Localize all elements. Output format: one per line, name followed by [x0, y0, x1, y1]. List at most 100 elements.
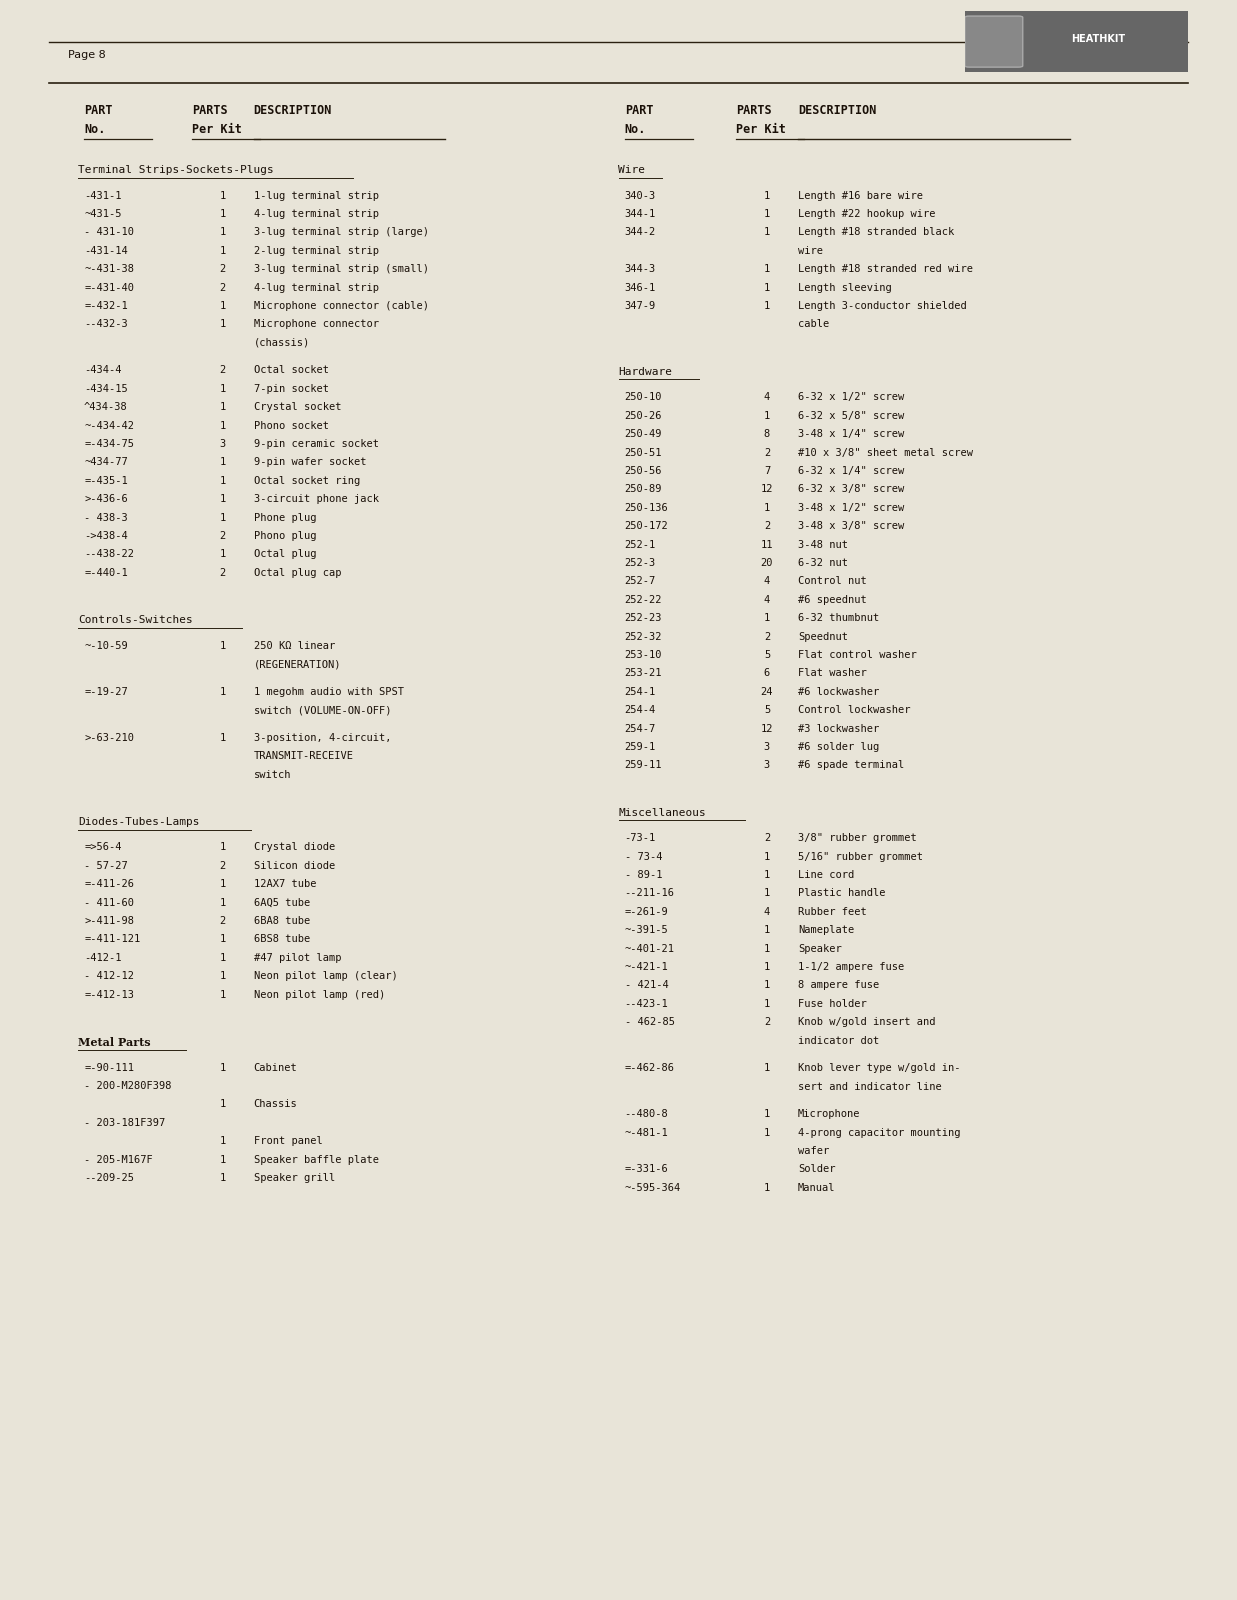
Text: - 411-60: - 411-60: [84, 898, 134, 907]
Text: (REGENERATION): (REGENERATION): [254, 659, 341, 669]
Text: ~-401-21: ~-401-21: [625, 944, 674, 954]
Text: wire: wire: [798, 246, 823, 256]
Text: Length #18 stranded black: Length #18 stranded black: [798, 227, 954, 237]
Text: 2: 2: [219, 283, 226, 293]
Text: 1: 1: [219, 733, 226, 742]
Text: TRANSMIT-RECEIVE: TRANSMIT-RECEIVE: [254, 750, 354, 762]
Text: =-19-27: =-19-27: [84, 686, 127, 696]
Text: 347-9: 347-9: [625, 301, 656, 310]
Text: 6AQ5 tube: 6AQ5 tube: [254, 898, 309, 907]
Text: - 73-4: - 73-4: [625, 851, 662, 862]
Text: 1: 1: [219, 686, 226, 696]
Text: Per Kit: Per Kit: [736, 123, 785, 136]
Text: 1: 1: [219, 512, 226, 523]
Text: 4-lug terminal strip: 4-lug terminal strip: [254, 283, 379, 293]
Text: Length #18 stranded red wire: Length #18 stranded red wire: [798, 264, 972, 274]
Text: =-431-40: =-431-40: [84, 283, 134, 293]
Text: Controls-Switches: Controls-Switches: [78, 614, 193, 626]
Text: 1: 1: [763, 1109, 771, 1120]
Text: 344-3: 344-3: [625, 264, 656, 274]
Text: 20: 20: [761, 558, 773, 568]
Text: Neon pilot lamp (red): Neon pilot lamp (red): [254, 990, 385, 1000]
Text: 3: 3: [763, 742, 771, 752]
Text: Phone plug: Phone plug: [254, 512, 317, 523]
Text: 252-22: 252-22: [625, 595, 662, 605]
Text: 252-7: 252-7: [625, 576, 656, 586]
Text: 250-10: 250-10: [625, 392, 662, 402]
Text: - 412-12: - 412-12: [84, 971, 134, 981]
Text: Speaker: Speaker: [798, 944, 841, 954]
Text: 252-32: 252-32: [625, 632, 662, 642]
Text: 1: 1: [219, 971, 226, 981]
Text: PARTS: PARTS: [192, 104, 228, 117]
Text: 1: 1: [219, 1173, 226, 1182]
Text: Plastic handle: Plastic handle: [798, 888, 886, 899]
Text: Octal plug cap: Octal plug cap: [254, 568, 341, 578]
Text: =-261-9: =-261-9: [625, 907, 668, 917]
Text: 1: 1: [763, 502, 771, 512]
Text: switch (VOLUME-ON-OFF): switch (VOLUME-ON-OFF): [254, 706, 391, 715]
Text: 1: 1: [219, 475, 226, 486]
Text: 250-56: 250-56: [625, 466, 662, 475]
Text: 2: 2: [763, 522, 771, 531]
Text: 9-pin wafer socket: 9-pin wafer socket: [254, 458, 366, 467]
Text: 1: 1: [763, 283, 771, 293]
Text: 3-position, 4-circuit,: 3-position, 4-circuit,: [254, 733, 391, 742]
Text: 2: 2: [219, 917, 226, 926]
Text: 253-21: 253-21: [625, 669, 662, 678]
Text: 12: 12: [761, 485, 773, 494]
Text: Manual: Manual: [798, 1182, 835, 1194]
FancyBboxPatch shape: [954, 8, 1199, 75]
Text: 1: 1: [763, 944, 771, 954]
Text: 6BS8 tube: 6BS8 tube: [254, 934, 309, 944]
Text: Microphone connector: Microphone connector: [254, 320, 379, 330]
Text: 4: 4: [763, 392, 771, 402]
Text: 250-136: 250-136: [625, 502, 668, 512]
Text: =-432-1: =-432-1: [84, 301, 127, 310]
Text: Nameplate: Nameplate: [798, 925, 854, 936]
Text: Rubber feet: Rubber feet: [798, 907, 867, 917]
Text: 6-32 x 1/4" screw: 6-32 x 1/4" screw: [798, 466, 904, 475]
Text: Solder: Solder: [798, 1165, 835, 1174]
Text: 250-51: 250-51: [625, 448, 662, 458]
Text: 1: 1: [219, 458, 226, 467]
Text: No.: No.: [84, 123, 105, 136]
Text: =>56-4: =>56-4: [84, 843, 121, 853]
Text: Crystal diode: Crystal diode: [254, 843, 335, 853]
Text: Page 8: Page 8: [68, 50, 106, 59]
Text: Diodes-Tubes-Lamps: Diodes-Tubes-Lamps: [78, 816, 199, 827]
Text: - 438-3: - 438-3: [84, 512, 127, 523]
Text: 252-23: 252-23: [625, 613, 662, 622]
Text: 1: 1: [219, 301, 226, 310]
Text: 3-48 x 1/2" screw: 3-48 x 1/2" screw: [798, 502, 904, 512]
Text: 1: 1: [763, 227, 771, 237]
Text: 3-lug terminal strip (small): 3-lug terminal strip (small): [254, 264, 428, 274]
Text: 11: 11: [761, 539, 773, 549]
Text: 3-lug terminal strip (large): 3-lug terminal strip (large): [254, 227, 428, 237]
Text: 1: 1: [763, 851, 771, 862]
Text: - 89-1: - 89-1: [625, 870, 662, 880]
Text: #10 x 3/8" sheet metal screw: #10 x 3/8" sheet metal screw: [798, 448, 972, 458]
Text: 252-1: 252-1: [625, 539, 656, 549]
Text: 254-4: 254-4: [625, 706, 656, 715]
Text: 12AX7 tube: 12AX7 tube: [254, 880, 317, 890]
Text: 250-89: 250-89: [625, 485, 662, 494]
Text: 1: 1: [763, 925, 771, 936]
Text: 1: 1: [219, 402, 226, 413]
Text: 2-lug terminal strip: 2-lug terminal strip: [254, 246, 379, 256]
Text: ~-481-1: ~-481-1: [625, 1128, 668, 1138]
Text: 3: 3: [219, 438, 226, 450]
Text: 3-48 x 3/8" screw: 3-48 x 3/8" screw: [798, 522, 904, 531]
Text: 1: 1: [219, 954, 226, 963]
Text: 1: 1: [219, 246, 226, 256]
Text: 2: 2: [219, 531, 226, 541]
Text: Octal plug: Octal plug: [254, 549, 317, 560]
Text: (chassis): (chassis): [254, 338, 309, 347]
Text: =-462-86: =-462-86: [625, 1064, 674, 1074]
Text: 1: 1: [763, 962, 771, 973]
Text: 1: 1: [763, 870, 771, 880]
Text: 5/16" rubber grommet: 5/16" rubber grommet: [798, 851, 923, 862]
Text: Terminal Strips-Sockets-Plugs: Terminal Strips-Sockets-Plugs: [78, 165, 273, 174]
Text: 1: 1: [763, 301, 771, 310]
Text: Control nut: Control nut: [798, 576, 867, 586]
